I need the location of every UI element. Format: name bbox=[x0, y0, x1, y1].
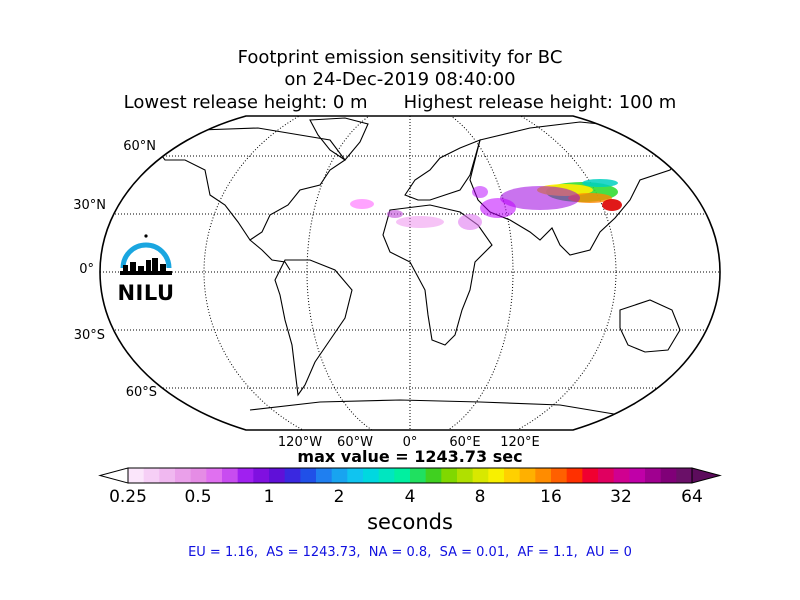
lat-label-60n: 60°N bbox=[123, 139, 156, 154]
colorbar-cell bbox=[175, 468, 192, 483]
south-america bbox=[274, 259, 353, 397]
colorbar-cell bbox=[253, 468, 270, 483]
sensitivity-plume bbox=[350, 179, 622, 230]
colorbar-cell bbox=[394, 468, 411, 483]
australia bbox=[619, 299, 681, 353]
lon-label-0: 0° bbox=[402, 435, 418, 450]
lon-label-120w: 120°W bbox=[277, 435, 323, 450]
lon-label-60e: 60°E bbox=[449, 435, 481, 450]
colorbar-cell bbox=[300, 468, 317, 483]
colorbar-cell bbox=[316, 468, 333, 483]
colorbar-tick: 0.5 bbox=[184, 487, 212, 507]
colorbar-under-arrow bbox=[98, 467, 129, 484]
colorbar-cell bbox=[143, 468, 160, 483]
colorbar-cell bbox=[488, 468, 505, 483]
colorbar-tick: 0.25 bbox=[109, 487, 147, 507]
lat-label-60s: 60°S bbox=[125, 385, 157, 400]
max-value-label: max value = 1243.73 sec bbox=[297, 447, 523, 466]
colorbar-cell bbox=[410, 468, 427, 483]
lat-label-30s: 30°S bbox=[73, 328, 105, 343]
colorbar-cell bbox=[457, 468, 474, 483]
lowest-release-height: Lowest release height: 0 m bbox=[123, 92, 368, 113]
colorbar-cell bbox=[645, 468, 662, 483]
colorbar-cell bbox=[190, 468, 207, 483]
title-line-2: on 24-Dec-2019 08:40:00 bbox=[284, 69, 516, 90]
colorbar-cell bbox=[284, 468, 301, 483]
colorbar-cell bbox=[613, 468, 630, 483]
colorbar-cell bbox=[551, 468, 568, 483]
colorbar-cell bbox=[566, 468, 583, 483]
graticule bbox=[100, 116, 720, 430]
colorbar-cell bbox=[425, 468, 442, 483]
colorbar bbox=[98, 467, 722, 484]
colorbar-cell bbox=[237, 468, 254, 483]
region-totals: EU = 1.16, AS = 1243.73, NA = 0.8, SA = … bbox=[188, 545, 632, 560]
colorbar-tick: 16 bbox=[540, 487, 562, 507]
title-line-3: Lowest release height: 0 m Highest releas… bbox=[0, 92, 800, 114]
map-frame bbox=[99, 115, 721, 431]
colorbar-tick: 32 bbox=[610, 487, 632, 507]
colorbar-cell bbox=[363, 468, 380, 483]
lon-label-60w: 60°W bbox=[337, 435, 373, 450]
lat-label-0: 0° bbox=[79, 262, 94, 277]
colorbar-cell bbox=[676, 468, 693, 483]
map-interior bbox=[100, 116, 720, 430]
colorbar-cell bbox=[441, 468, 458, 483]
colorbar-cell bbox=[378, 468, 395, 483]
colorbar-cells bbox=[128, 468, 693, 483]
colorbar-cell bbox=[472, 468, 489, 483]
nilu-logo-text: NILU bbox=[117, 281, 175, 305]
antarctica bbox=[249, 399, 621, 416]
lat-label-30n: 30°N bbox=[73, 198, 106, 213]
colorbar-tick: 2 bbox=[333, 487, 345, 507]
colorbar-cell bbox=[222, 468, 239, 483]
colorbar-cell bbox=[660, 468, 677, 483]
colorbar-cell bbox=[347, 468, 364, 483]
colorbar-cell bbox=[535, 468, 552, 483]
colorbar-over-arrow bbox=[691, 467, 722, 484]
north-america bbox=[149, 127, 346, 241]
central-america bbox=[249, 239, 291, 271]
nilu-logo-mark bbox=[120, 234, 172, 275]
colorbar-cell bbox=[519, 468, 536, 483]
nilu-logo: NILU bbox=[112, 232, 180, 305]
colorbar-label: seconds bbox=[367, 510, 453, 534]
highest-release-height: Highest release height: 100 m bbox=[403, 92, 677, 113]
europe bbox=[404, 139, 481, 201]
colorbar-tick: 1 bbox=[263, 487, 275, 507]
title-line-1: Footprint emission sensitivity for BC bbox=[237, 47, 563, 68]
colorbar-tick: 8 bbox=[474, 487, 486, 507]
colorbar-tick: 4 bbox=[404, 487, 416, 507]
lon-label-120e: 120°E bbox=[500, 435, 540, 450]
colorbar-cell bbox=[269, 468, 286, 483]
greenland bbox=[309, 117, 369, 161]
colorbar-cell bbox=[206, 468, 223, 483]
colorbar-cell bbox=[331, 468, 348, 483]
colorbar-cell bbox=[629, 468, 646, 483]
colorbar-cell bbox=[598, 468, 615, 483]
colorbar-cell bbox=[128, 468, 145, 483]
continents bbox=[149, 117, 691, 416]
colorbar-cell bbox=[582, 468, 599, 483]
colorbar-tick: 64 bbox=[681, 487, 703, 507]
colorbar-cell bbox=[159, 468, 176, 483]
colorbar-cell bbox=[504, 468, 521, 483]
